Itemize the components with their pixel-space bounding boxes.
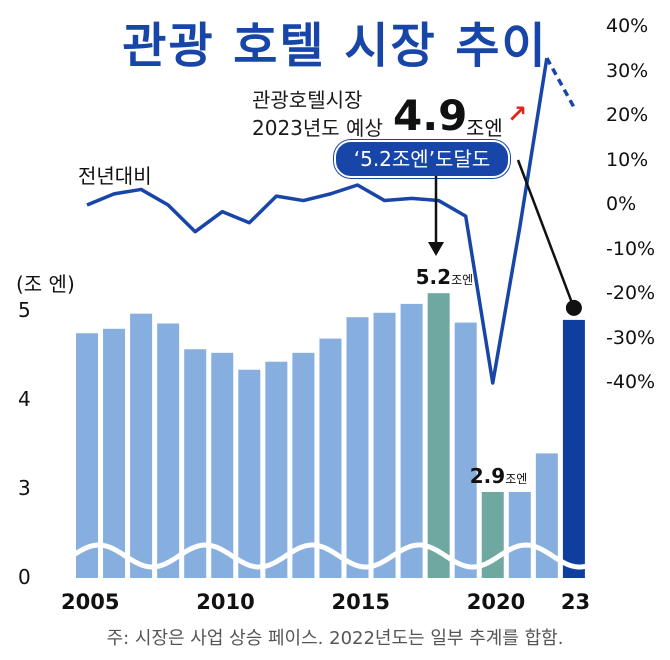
y-axis-unit: (조 엔) bbox=[16, 272, 75, 296]
yoy-tick-label: -40% bbox=[606, 371, 656, 393]
yoy-tick-label: 40% bbox=[606, 15, 649, 37]
bar-2007 bbox=[130, 313, 153, 578]
yoy-tick-label: 20% bbox=[606, 104, 649, 126]
bar-2009 bbox=[184, 349, 207, 578]
data-label-2018: 5.2조엔 bbox=[415, 265, 474, 290]
x-tick-label: 2005 bbox=[61, 590, 120, 614]
bar-2023 bbox=[562, 319, 585, 578]
yoy-line-forecast bbox=[545, 57, 576, 108]
yoy-tick-label: -30% bbox=[606, 326, 656, 349]
annotation-line2: 2023년도 예상 bbox=[252, 116, 383, 140]
bar-2011 bbox=[238, 369, 261, 578]
x-tick-label: 23 bbox=[560, 590, 591, 614]
y-tick-label: 5 bbox=[18, 298, 31, 322]
chart-title: 관광 호텔 시장 추이 bbox=[122, 18, 548, 74]
yoy-line bbox=[86, 57, 549, 385]
data-label-2020: 2.9조엔 bbox=[469, 463, 528, 488]
forecast-unit: 조엔 bbox=[466, 116, 503, 140]
yoy-tick-label: 10% bbox=[606, 148, 649, 171]
bar-2014 bbox=[319, 338, 342, 578]
forecast-annotation: 관광호텔시장 2023년도 예상 bbox=[252, 86, 383, 142]
x-tick-label: 2020 bbox=[466, 590, 526, 614]
bar-2015 bbox=[346, 317, 369, 578]
bar-2013 bbox=[292, 352, 315, 578]
bar-2017 bbox=[400, 303, 423, 578]
x-tick-label: 2010 bbox=[196, 590, 255, 614]
footnote: 주: 시장은 사업 상승 페이스. 2022년도는 일부 추계를 합함. bbox=[106, 628, 564, 649]
bar-2006 bbox=[103, 328, 126, 578]
yoy-tick-label: 0% bbox=[606, 193, 637, 215]
bar-2008 bbox=[157, 323, 180, 578]
x-tick-label: 2015 bbox=[331, 590, 390, 614]
y-tick-label: 0 bbox=[18, 565, 31, 589]
bar-2010 bbox=[211, 352, 234, 578]
yoy-label: 전년대비 bbox=[78, 164, 152, 188]
up-arrow-icon: ↗ bbox=[507, 100, 528, 128]
annotation-line1: 관광호텔시장 bbox=[252, 88, 363, 112]
bar-2005 bbox=[76, 333, 98, 578]
pointer-dot bbox=[565, 299, 582, 316]
bar-2016 bbox=[373, 312, 396, 578]
bar-2019 bbox=[454, 322, 477, 578]
y-tick-label: 3 bbox=[18, 476, 31, 500]
axis-break-wave bbox=[70, 542, 593, 570]
pointer-line-2023 bbox=[516, 159, 576, 309]
bar-2018 bbox=[427, 293, 450, 578]
yoy-tick-label: 30% bbox=[606, 59, 649, 82]
pointer-arrowhead bbox=[428, 242, 444, 256]
bar-2021 bbox=[508, 491, 531, 578]
reach-badge: ‘5.2조엔’도달도 bbox=[334, 140, 510, 178]
forecast-value: 4.9 bbox=[393, 91, 468, 140]
yoy-tick-label: -10% bbox=[606, 237, 656, 260]
y-tick-label: 4 bbox=[18, 387, 31, 411]
bar-2012 bbox=[265, 361, 288, 578]
yoy-tick-label: -20% bbox=[606, 282, 656, 304]
